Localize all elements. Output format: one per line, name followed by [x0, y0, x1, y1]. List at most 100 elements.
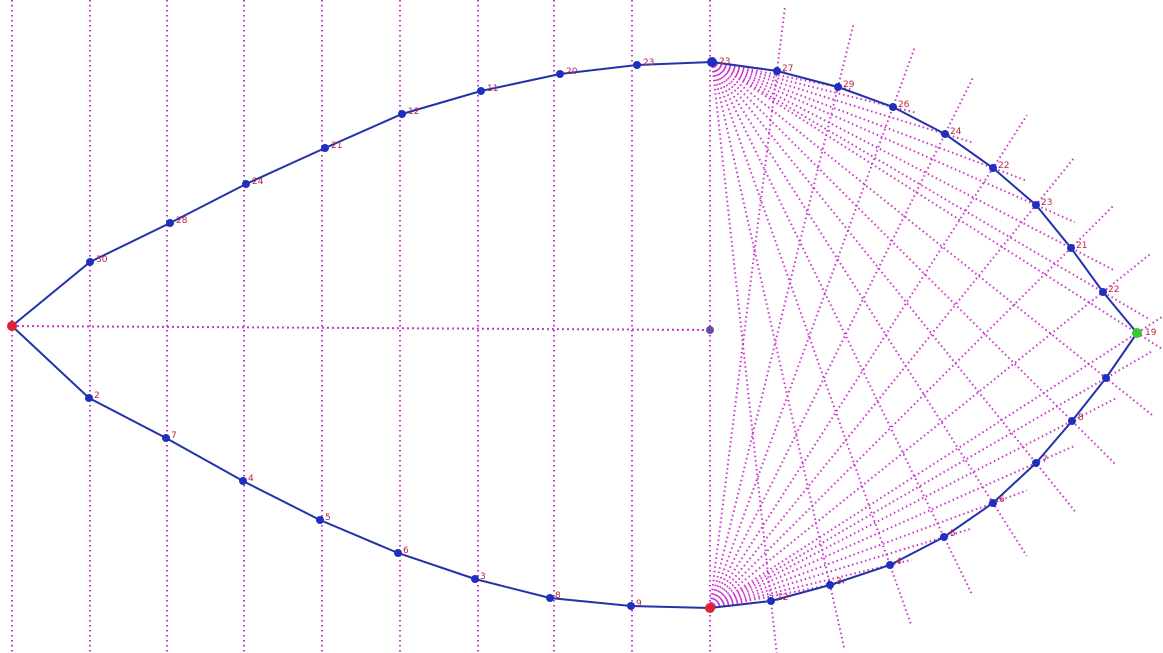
profile-point [471, 575, 479, 583]
point-label: 11 [487, 84, 498, 94]
profile-points [7, 57, 1142, 613]
profile-point [1099, 288, 1107, 296]
profile-point [1068, 417, 1076, 425]
profile-point [546, 594, 554, 602]
profile-point [1032, 459, 1040, 467]
point-label: 7 [171, 431, 177, 441]
radial-guide-line [711, 61, 1151, 321]
profile-point [940, 533, 948, 541]
profile-point [989, 164, 997, 172]
profile-point [477, 87, 485, 95]
radial-guide-line [711, 61, 1116, 465]
radial-guide-line [709, 349, 1155, 609]
point-label: 3 [480, 572, 486, 582]
point-label: 12 [408, 107, 419, 117]
point-label: 2 [94, 391, 100, 401]
radial-guide-line [709, 204, 1116, 609]
point-label: 28 [176, 216, 188, 226]
profile-point [394, 549, 402, 557]
radial-guide-line [711, 61, 1076, 512]
profile-point [773, 67, 781, 75]
profile-point [556, 70, 564, 78]
point-label: 6 [403, 546, 409, 556]
point-label: 3 [836, 577, 842, 587]
radial-guide-line [711, 61, 1076, 224]
point-label: 27 [782, 64, 793, 74]
point-label: 8 [1078, 413, 1084, 423]
left-endpoint [7, 321, 17, 331]
radial-guide-line [709, 489, 1028, 609]
point-label: 24 [252, 177, 264, 187]
profile-point [398, 110, 406, 118]
lower-right-curve [709, 332, 1138, 609]
upper-right-curve [711, 61, 1138, 334]
point-label: 29 [843, 80, 855, 90]
top-apex-point [707, 57, 717, 67]
point-label: 7 [1042, 455, 1048, 465]
point-label: 21 [1076, 241, 1087, 251]
radial-guide-line [711, 61, 1115, 272]
radial-guide-line [711, 61, 915, 114]
profile-point [889, 103, 897, 111]
radial-guide-line [709, 444, 1076, 609]
profile-point [834, 83, 842, 91]
point-label: 23 [719, 57, 730, 67]
point-labels: 3028242112112023272926242223212227456389… [94, 57, 1157, 609]
radial-guide-line [709, 527, 973, 609]
profile-point [1067, 244, 1075, 252]
profile-point [633, 61, 641, 69]
profile-point [166, 219, 174, 227]
radial-guide-line [709, 24, 855, 609]
upper-left-curve [11, 61, 713, 327]
profile-point [826, 581, 834, 589]
point-label: 24 [950, 127, 962, 137]
profile-point [242, 180, 250, 188]
point-label: 6 [999, 495, 1005, 505]
radial-guide-line [709, 315, 1163, 609]
profile-point [627, 602, 635, 610]
point-label: 12 [777, 593, 788, 603]
radial-guide-line [711, 61, 846, 648]
point-label: 20 [566, 67, 578, 77]
point-label: 23 [643, 58, 654, 68]
profile-point [86, 258, 94, 266]
radial-guide-line [711, 61, 854, 91]
radial-guide-line [709, 253, 1151, 609]
profile-point [321, 144, 329, 152]
radial-guide-line [711, 61, 1163, 351]
radial-guide-line [709, 581, 845, 609]
point-label: 21 [331, 141, 342, 151]
radial-guide-line [709, 397, 1116, 609]
construction-guides [11, 0, 1163, 653]
point-label: 8 [555, 591, 561, 601]
profile-point [886, 561, 894, 569]
profile-point [941, 130, 949, 138]
point-label: 23 [1041, 198, 1052, 208]
point-label: 5 [950, 529, 956, 539]
radial-guide-line [711, 61, 1154, 417]
radial-guide-line [711, 61, 1028, 557]
profile-point [239, 477, 247, 485]
point-label: 19 [1145, 328, 1157, 338]
profile-point [1102, 374, 1110, 382]
radial-guide-line [709, 114, 1028, 609]
radial-guide-line [709, 46, 916, 609]
point-label: 9 [636, 599, 642, 609]
point-label: 30 [96, 255, 108, 265]
center-point [706, 326, 714, 334]
radial-guide-line [711, 61, 1028, 182]
profile-point [1032, 201, 1040, 209]
profile-point [316, 516, 324, 524]
point-label: 5 [325, 513, 331, 523]
radial-guide-line [711, 61, 913, 626]
point-label: 4 [248, 474, 254, 484]
profile-point [162, 434, 170, 442]
profile-point [767, 597, 775, 605]
radial-guide-line [711, 61, 973, 595]
profile-point [85, 394, 93, 402]
point-label: 22 [1108, 285, 1119, 295]
tip-endpoint [1132, 328, 1142, 338]
radial-guide-line [709, 558, 912, 609]
lower-left-curve [11, 325, 711, 609]
